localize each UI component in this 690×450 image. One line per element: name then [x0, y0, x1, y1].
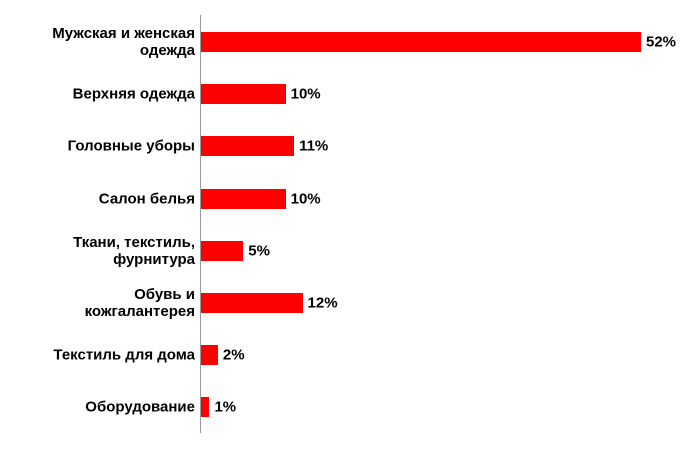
- value-label: 11%: [299, 137, 329, 155]
- bar: [201, 397, 210, 418]
- category-label: Ткани, текстиль, фурнитура: [73, 233, 195, 268]
- category-label: Оборудование: [85, 398, 195, 416]
- bar: [201, 345, 218, 366]
- category-label: Салон белья: [98, 190, 195, 208]
- category-label: Верхняя одежда: [72, 85, 195, 103]
- bar: [201, 84, 286, 105]
- value-label: 5%: [248, 242, 270, 260]
- value-label: 10%: [290, 190, 321, 208]
- category-label: Обувь и кожгалантерея: [84, 286, 195, 320]
- category-label: Мужская и женская одежда: [52, 25, 195, 59]
- bar: [201, 32, 641, 52]
- value-label: 10%: [290, 85, 321, 103]
- value-label: 1%: [214, 398, 237, 416]
- bar: [201, 293, 303, 313]
- bar: [201, 240, 244, 261]
- bar: [201, 136, 295, 157]
- bar: [201, 188, 286, 209]
- category-label: Текстиль для дома: [53, 346, 195, 364]
- category-axis: [200, 15, 201, 433]
- value-label: 12%: [307, 294, 338, 312]
- value-label: 2%: [222, 346, 245, 364]
- category-label: Головные уборы: [67, 137, 195, 155]
- value-label: 52%: [646, 33, 677, 51]
